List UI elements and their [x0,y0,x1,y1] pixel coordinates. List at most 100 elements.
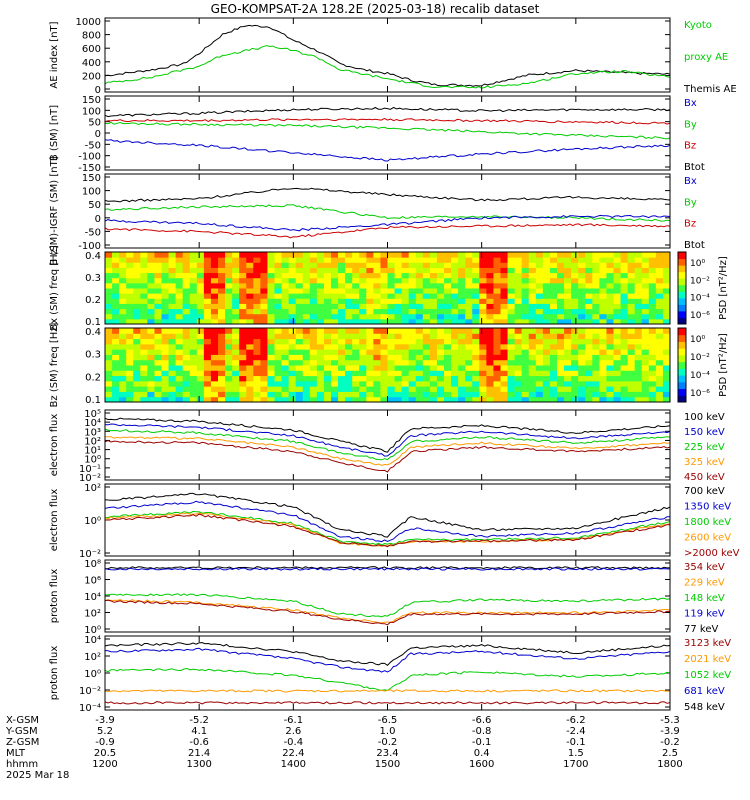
spectrogram-cell [599,277,607,284]
spectrogram-cell [126,277,134,284]
spectrogram-cell [309,282,318,289]
spectrogram-cell [175,318,184,325]
spectrogram-cell [309,396,318,403]
spectrogram-cell [387,328,396,334]
spectrogram-cell [528,272,537,279]
spectrogram-cell [260,308,268,315]
spectrogram-cell [472,313,480,320]
spectrogram-cell [592,272,600,279]
spectrogram-cell [338,282,346,289]
spectrogram-cell [535,313,544,320]
spectrogram-cell [323,365,332,371]
spectrogram-cell [458,303,466,310]
spectrogram-cell [648,272,657,279]
colorbar-segment [678,328,686,336]
spectrogram-cell [203,282,212,289]
spectrogram-cell [415,359,424,366]
spectrogram-cell [295,365,304,371]
legend-entry: 3123 keV [684,638,731,649]
spectrogram-cell [267,288,275,294]
spectrogram-cell [119,328,127,334]
spectrogram-cell [500,303,509,310]
spectrogram-cell [472,359,480,366]
spectrogram-cell [571,370,579,377]
spectrogram-cell [140,359,148,366]
spectrogram-cell [323,262,332,268]
spectrogram-cell [338,375,346,382]
spectrogram-cell [119,380,127,387]
spectrogram-cell [189,303,198,310]
spectrogram-cell [331,267,339,274]
spectrogram-cell [359,308,367,315]
spectrogram-cell [648,343,657,350]
colorbar-segment [678,271,686,279]
spectrogram-cell [429,343,438,350]
orbit-row-label: MLT [6,748,26,759]
spectrogram-cell [203,349,212,355]
spectrogram-cell [246,313,254,320]
spectrogram-cell [246,257,254,263]
spectrogram-cell [281,252,290,258]
spectrogram-cell [641,318,650,325]
spectrogram-cell [458,365,466,371]
spectrogram-cell [210,313,219,320]
spectrogram-cell [521,272,530,279]
spectrogram-cell [500,272,509,279]
spectrogram-cell [196,380,205,387]
spectrogram-cell [323,303,332,310]
ytick-label: 0.2 [85,295,101,306]
spectrogram-cell [634,380,643,387]
spectrogram-cell [210,257,219,263]
spectrogram-cell [542,308,551,315]
spectrogram-cell [408,288,417,294]
spectrogram-cell [189,391,198,398]
spectrogram-cell [500,293,509,299]
spectrogram-cell [288,318,297,325]
spectrogram-cell [613,359,622,366]
spectrogram-cell [168,328,177,334]
spectrogram-cell [225,318,233,325]
spectrogram-cell [401,257,410,263]
spectrogram-cell [465,343,473,350]
spectrogram-cell [133,272,141,279]
spectrogram-cell [373,365,381,371]
spectrogram-cell [302,391,311,398]
spectrogram-cell [182,267,191,274]
spectrogram-cell [408,298,417,304]
spectrogram-cell [564,298,572,304]
spectrogram-cell [571,359,579,366]
spectrogram-cell [288,267,297,274]
spectrogram-cell [655,308,664,315]
spectrogram-cell [662,396,671,403]
spectrogram-cell [267,343,275,350]
spectrogram-cell [634,354,643,361]
spectrogram-cell [175,267,184,274]
spectrogram-cell [302,288,311,294]
spectrogram-cell [436,349,445,355]
spectrogram-cell [302,343,311,350]
spectrogram-cell [295,298,304,304]
spectrogram-cell [655,380,664,387]
spectrogram-cell [458,293,466,299]
spectrogram-cell [133,282,141,289]
spectrogram-cell [662,370,671,377]
spectrogram-cell [345,277,353,284]
spectrogram-cell [500,396,509,403]
ytick-label: 50 [88,200,101,211]
spectrogram-cell [578,257,586,263]
ylabel: electron flux [49,414,60,477]
spectrogram-cell [662,380,671,387]
series-line-548-keV [104,642,671,667]
spectrogram-cell [267,359,275,366]
spectrogram-cell [154,370,162,377]
spectrogram-cell [648,257,657,263]
spectrogram-cell [472,252,480,258]
spectrogram-cell [387,282,396,289]
spectrogram-cell [331,343,339,350]
spectrogram-cell [408,267,417,274]
spectrogram-cell [387,272,396,279]
spectrogram-cell [394,380,403,387]
legend-entry: 450 keV [684,472,725,483]
spectrogram-cell [564,303,572,310]
spectrogram-cell [415,277,424,284]
